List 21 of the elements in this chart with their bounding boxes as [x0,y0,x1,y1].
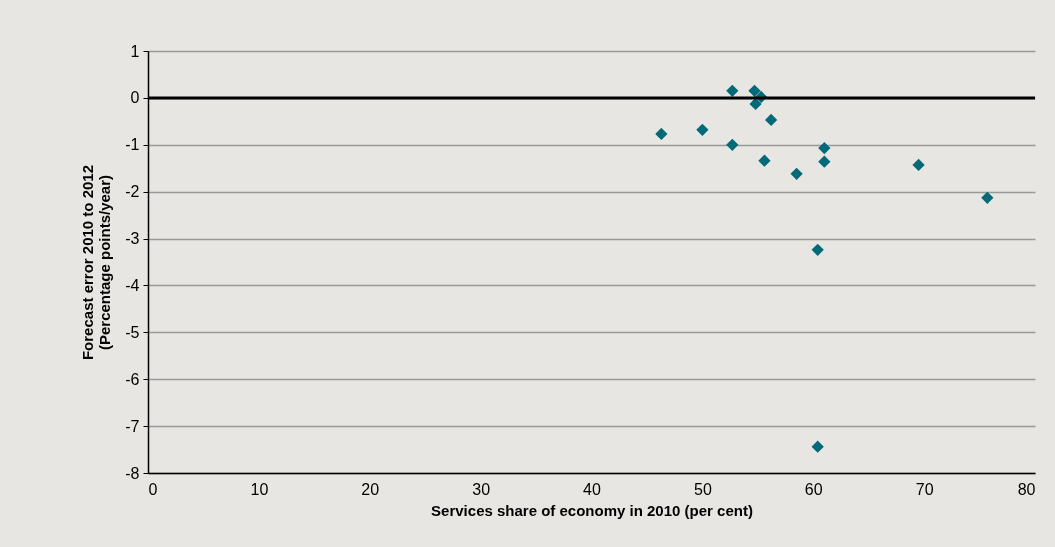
y-tick-label: -8 [125,464,140,482]
x-tick-label: 10 [250,480,269,498]
x-tick-label: 40 [583,480,601,498]
x-tick-label: 80 [1017,480,1036,498]
y-tick-label: -5 [125,323,140,341]
y-tick-label: -7 [125,417,140,435]
x-tick-label: 70 [915,480,934,498]
x-tick-label: 30 [472,480,491,498]
x-tick-label: 60 [804,480,823,498]
x-tick-label: 50 [693,480,712,498]
y-tick-label: 0 [130,89,140,107]
x-axis-title: Services share of economy in 2010 (per cent) [431,501,753,519]
y-tick-label: -1 [125,136,140,154]
y-axis-title: Forecast error 2010 to 2012 (Percentage points/year) [79,164,114,361]
y-tick-label: -3 [125,230,140,248]
x-tick-label: 0 [148,480,158,498]
y-tick-label: -4 [125,276,140,294]
x-tick-label: 20 [361,480,380,498]
y-tick-label: -2 [125,183,140,201]
y-tick-label: 1 [130,42,140,60]
y-tick-label: -6 [125,370,140,388]
